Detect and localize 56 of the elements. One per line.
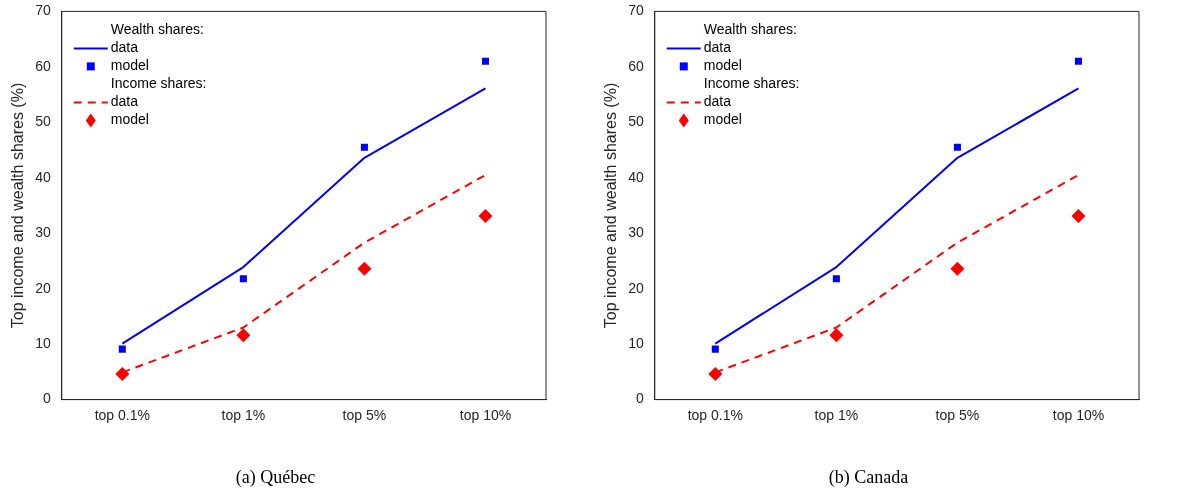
point (115, 367, 130, 382)
x-tick-label: top 0.1% (94, 406, 150, 423)
y-tick-label: 0 (42, 390, 51, 407)
y-tick-label: 20 (628, 279, 644, 296)
y-tick-label: 60 (35, 57, 51, 74)
legend-label: data (110, 39, 139, 56)
y-tick-label: 60 (628, 57, 644, 74)
legend-label: data (703, 39, 732, 56)
annotation: Wealth shares: (703, 21, 797, 38)
text: (a) Québec (235, 466, 316, 488)
x-tick-label: top 5% (342, 406, 387, 423)
legend-label: data (110, 93, 139, 110)
point (118, 345, 126, 353)
point (829, 328, 844, 343)
point (360, 143, 368, 151)
y-tick-label: 20 (35, 279, 51, 296)
legend-label: model (110, 111, 149, 128)
annotation: Income shares: (703, 75, 800, 92)
x-tick-label: top 10% (459, 406, 512, 423)
point (1071, 209, 1086, 224)
y-axis-title: Top income and wealth shares (%) (602, 82, 620, 329)
x-tick-label: top 1% (221, 406, 266, 423)
point (239, 275, 247, 283)
y-tick-label: 30 (628, 224, 644, 241)
y-tick-label: 10 (35, 335, 51, 351)
point (950, 261, 965, 276)
point (481, 57, 490, 65)
point (953, 143, 961, 151)
point (478, 209, 493, 224)
legend-label: model (703, 111, 742, 128)
point (236, 328, 251, 343)
y-axis-title: Top income and wealth shares (%) (9, 82, 27, 329)
y-tick-label: 50 (628, 113, 644, 130)
y-tick-label: 30 (35, 224, 51, 241)
legend-label: model (110, 57, 149, 74)
legend-label: model (703, 57, 742, 74)
y-tick-label: 0 (635, 390, 644, 407)
x-tick-label: top 5% (935, 406, 980, 423)
y-tick-label: 40 (35, 168, 51, 185)
x-tick-label: top 1% (814, 406, 859, 423)
point (1074, 57, 1083, 65)
annotation: Wealth shares: (110, 21, 204, 38)
y-tick-label: 10 (628, 335, 644, 351)
text: (b) Canada (828, 466, 909, 488)
point (357, 261, 372, 276)
x-tick-label: top 0.1% (687, 406, 743, 423)
y-tick-label: 50 (35, 113, 51, 130)
legend-label: data (703, 93, 732, 110)
x-tick-label: top 10% (1052, 406, 1105, 423)
y-tick-label: 70 (35, 2, 51, 19)
annotation: Income shares: (110, 75, 207, 92)
point (708, 367, 723, 382)
y-tick-label: 40 (628, 168, 644, 185)
point (832, 275, 840, 283)
point (711, 345, 719, 353)
y-tick-label: 70 (628, 2, 644, 19)
